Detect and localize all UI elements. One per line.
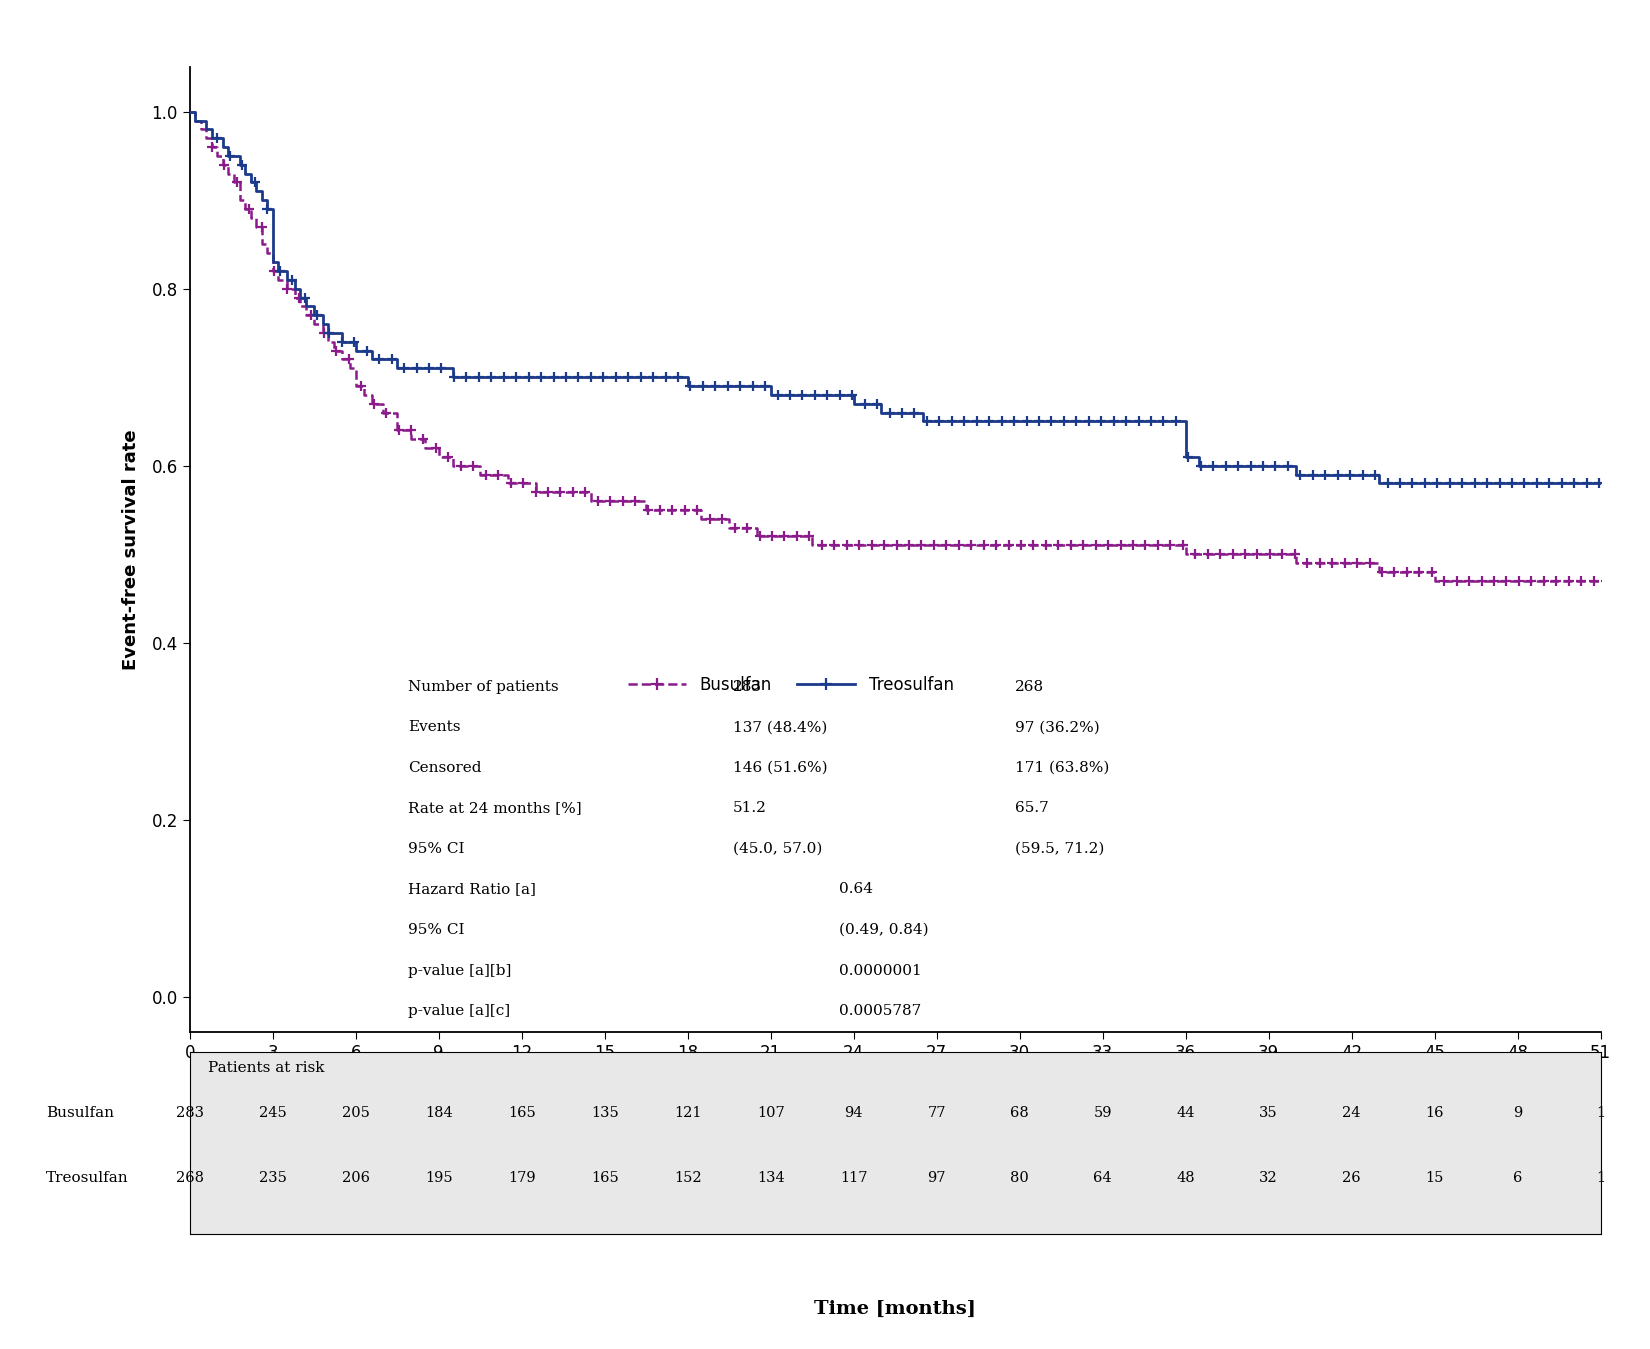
Text: Events: Events (409, 720, 460, 734)
Text: 97: 97 (927, 1171, 945, 1184)
Text: 95% CI: 95% CI (409, 842, 465, 857)
Text: (0.49, 0.84): (0.49, 0.84) (838, 923, 929, 938)
Text: Treosulfan: Treosulfan (46, 1171, 129, 1184)
Y-axis label: Event-free survival rate: Event-free survival rate (122, 429, 140, 670)
Text: 77: 77 (927, 1106, 945, 1120)
Text: 26: 26 (1341, 1171, 1361, 1184)
Text: 32: 32 (1259, 1171, 1277, 1184)
Text: 51.2: 51.2 (733, 801, 767, 815)
Text: 268: 268 (177, 1171, 203, 1184)
Text: 95% CI: 95% CI (409, 923, 465, 938)
Text: Rate at 24 months [%]: Rate at 24 months [%] (409, 801, 582, 815)
Text: 0.0005787: 0.0005787 (838, 1004, 921, 1018)
Text: Hazard Ratio [a]: Hazard Ratio [a] (409, 882, 536, 897)
X-axis label: Time [months]: Time [months] (815, 1072, 975, 1091)
Text: 48: 48 (1176, 1171, 1195, 1184)
Text: 0.0000001: 0.0000001 (838, 963, 921, 978)
Text: 235: 235 (259, 1171, 287, 1184)
Text: 15: 15 (1426, 1171, 1444, 1184)
Text: 146 (51.6%): 146 (51.6%) (733, 761, 828, 774)
Text: p-value [a][c]: p-value [a][c] (409, 1004, 510, 1018)
Text: Time [months]: Time [months] (813, 1299, 977, 1318)
Text: 179: 179 (508, 1171, 536, 1184)
Text: 64: 64 (1094, 1171, 1112, 1184)
Text: 165: 165 (591, 1171, 619, 1184)
Text: 121: 121 (673, 1106, 701, 1120)
Text: 117: 117 (840, 1171, 868, 1184)
Text: 206: 206 (342, 1171, 370, 1184)
Text: 171 (63.8%): 171 (63.8%) (1015, 761, 1109, 774)
Text: 205: 205 (342, 1106, 370, 1120)
Text: Busulfan: Busulfan (46, 1106, 114, 1120)
Text: Censored: Censored (409, 761, 482, 774)
Text: p-value [a][b]: p-value [a][b] (409, 963, 512, 978)
Text: (59.5, 71.2): (59.5, 71.2) (1015, 842, 1104, 857)
Text: 94: 94 (845, 1106, 863, 1120)
Text: 283: 283 (733, 680, 762, 693)
Text: 1: 1 (1596, 1171, 1605, 1184)
Text: Number of patients: Number of patients (409, 680, 559, 693)
Text: 6: 6 (1513, 1171, 1523, 1184)
Text: 195: 195 (426, 1171, 452, 1184)
Text: 35: 35 (1259, 1106, 1277, 1120)
Text: 59: 59 (1094, 1106, 1112, 1120)
Text: 80: 80 (1010, 1171, 1030, 1184)
Text: Patients at risk: Patients at risk (208, 1062, 325, 1075)
Text: 137 (48.4%): 137 (48.4%) (733, 720, 827, 734)
Text: 16: 16 (1426, 1106, 1444, 1120)
Text: 283: 283 (177, 1106, 203, 1120)
Text: 1: 1 (1596, 1106, 1605, 1120)
Text: 165: 165 (508, 1106, 536, 1120)
Text: 44: 44 (1176, 1106, 1195, 1120)
Text: 152: 152 (673, 1171, 701, 1184)
Text: 107: 107 (757, 1106, 784, 1120)
Text: 24: 24 (1343, 1106, 1361, 1120)
Text: 9: 9 (1513, 1106, 1523, 1120)
Text: 97 (36.2%): 97 (36.2%) (1015, 720, 1101, 734)
Text: 134: 134 (757, 1171, 784, 1184)
Text: 184: 184 (424, 1106, 452, 1120)
Text: 135: 135 (591, 1106, 619, 1120)
Text: (45.0, 57.0): (45.0, 57.0) (733, 842, 822, 857)
Legend: Busulfan, Treosulfan: Busulfan, Treosulfan (622, 669, 960, 700)
Text: 68: 68 (1010, 1106, 1030, 1120)
Text: 245: 245 (259, 1106, 287, 1120)
Text: 65.7: 65.7 (1015, 801, 1049, 815)
Text: 0.64: 0.64 (838, 882, 873, 897)
Text: 268: 268 (1015, 680, 1044, 693)
